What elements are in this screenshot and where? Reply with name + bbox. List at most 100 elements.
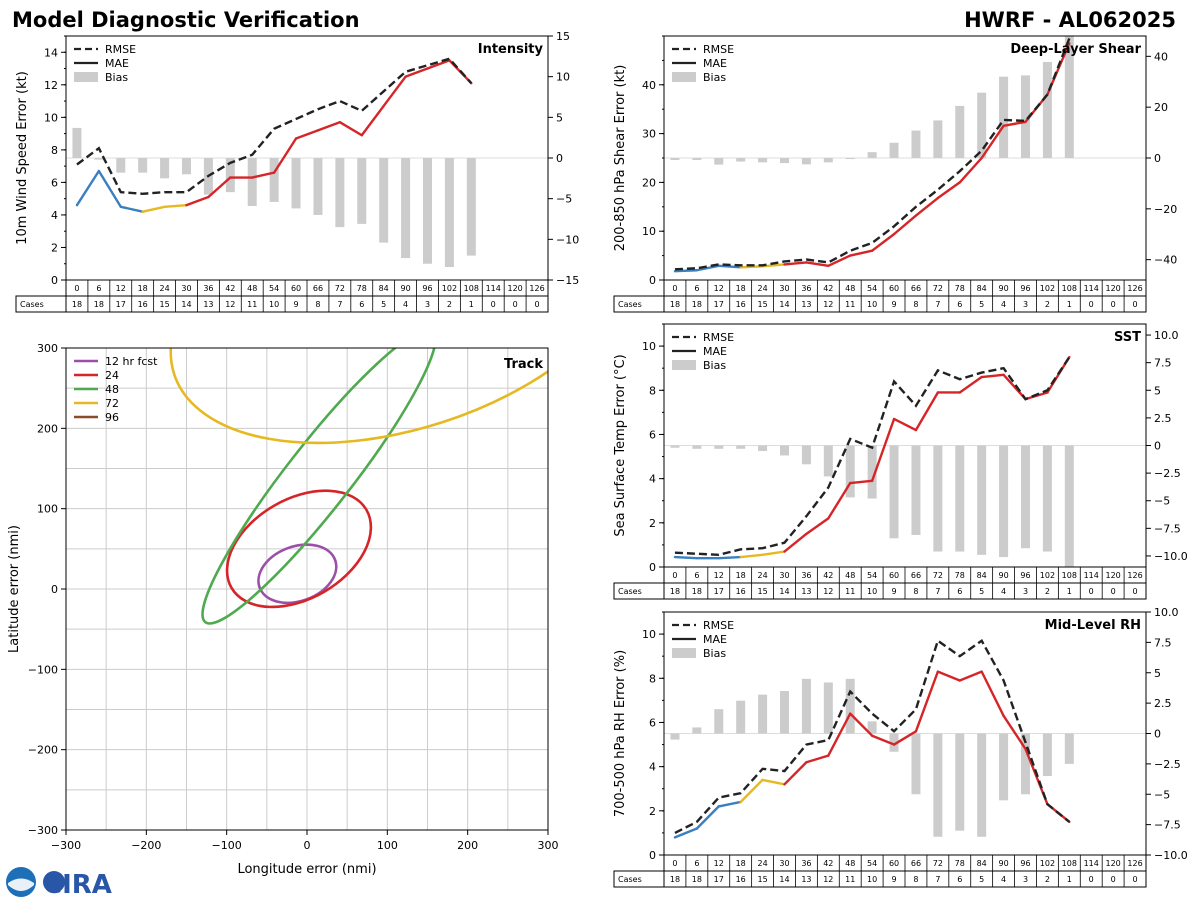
bias-bar [1042,733,1052,777]
legend-mae-label: MAE [703,345,727,358]
bias-bar [823,682,833,734]
mae-line-segment [805,261,830,268]
y2-tick-label: −2.5 [1154,758,1181,771]
legend-bias-swatch [672,72,696,82]
logo-area: CIRA [5,866,117,900]
mae-line-segment [827,712,852,757]
noaa-wave-icon [8,878,34,891]
mae-line-segment [892,730,918,746]
x-tick-label: 200 [457,839,478,852]
leadtime-cell: 42 [225,284,235,293]
cases-cell: 4 [1001,875,1006,884]
cases-cell: 9 [891,587,896,596]
legend-track-label-3: 72 [105,397,119,410]
chart-title: Mid-Level RH [1045,618,1141,633]
bias-bar [670,445,680,448]
legend-bias-swatch [74,72,98,82]
mae-line-segment [739,778,764,804]
bias-bar [94,158,104,160]
cases-cell: 16 [736,300,746,309]
mae-line-segment [360,104,385,137]
cases-cell: 18 [670,300,680,309]
x-tick-label: 100 [377,839,398,852]
leadtime-cell: 24 [159,284,169,293]
cases-cell: 18 [72,300,82,309]
y-tick-label: 2 [649,805,656,818]
figure-title: Model Diagnostic Verification [12,8,360,32]
cases-cell: 11 [845,875,855,884]
y2-tick-label: −5 [556,193,572,206]
cases-cell: 17 [714,300,724,309]
y-tick-label: 30 [642,128,656,141]
mae-line-segment [695,805,720,830]
y2-tick-label: 5 [556,111,563,124]
cases-cell: 0 [1132,300,1137,309]
cases-cell: 17 [116,300,126,309]
cases-cell: 13 [801,587,811,596]
bias-bar [911,445,921,535]
bias-bar [291,158,301,209]
cases-cell: 9 [891,300,896,309]
cases-cell: 10 [269,300,279,309]
mae-line-segment [980,373,1005,379]
mae-line-segment [805,517,830,536]
bias-bar [977,92,987,158]
cases-cell: 8 [315,300,320,309]
legend-bias-label: Bias [703,647,726,660]
bias-bar [357,158,367,224]
cases-cell: 9 [293,300,298,309]
y2-tick-label: −15 [556,274,579,287]
y2-tick-label: 7.5 [1154,636,1172,649]
leadtime-cell: 54 [867,571,877,580]
leadtime-cell: 120 [1105,284,1120,293]
leadtime-cell: 126 [1127,284,1142,293]
cases-cell: 4 [1001,587,1006,596]
cases-row [613,582,1147,600]
mae-line-segment [272,137,298,174]
track-ellipse-0 [257,543,338,605]
cases-cell: 18 [692,587,702,596]
y-tick-label: −100 [28,663,58,676]
leadtime-cell: 90 [400,284,410,293]
legend-track-label-1: 24 [105,369,119,382]
mae-line-segment [761,263,786,268]
chart-title: SST [1114,330,1141,345]
bias-bar [801,445,811,465]
bias-bar [423,158,432,264]
mae-line-segment [783,761,808,786]
mae-line-segment [294,129,320,140]
leadtime-cell: 66 [911,284,921,293]
bias-bar [182,158,191,175]
bias-bar [780,158,789,164]
cases-cell: 14 [779,875,789,884]
cases-cell: 0 [1111,875,1116,884]
cases-cell: 6 [957,300,962,309]
track-ellipse-3 [169,348,548,445]
y2-tick-label: −7.5 [1154,522,1181,535]
y-tick-label: 4 [51,209,58,222]
legend-rmse-label: RMSE [703,619,734,632]
mae-line-segment [761,550,786,557]
y2-tick-label: −2.5 [1154,467,1181,480]
leadtime-cell: 120 [1105,571,1120,580]
chart-rh: 0246810−10.0−7.5−5−2.502.557.510.0700-50… [613,606,1188,888]
bias-bar [867,721,877,734]
y-tick-label: 0 [51,583,58,596]
cases-cell: 3 [1023,300,1028,309]
leadtime-cell: 36 [801,571,811,580]
bias-bar [714,445,724,449]
leadtime-cell: 72 [335,284,345,293]
mae-line-segment [163,203,188,209]
leadtime-cell: 42 [823,571,833,580]
cases-cell: 2 [1045,300,1050,309]
bias-bar [736,445,746,449]
leadtime-cell: 96 [1020,284,1030,293]
bias-bar [466,158,476,256]
leadtime-cell: 12 [714,571,724,580]
bias-bar [801,158,811,165]
leadtime-cell: 120 [1105,859,1120,868]
y2-tick-label: 20 [1154,101,1168,114]
y-tick-label: 10 [642,225,656,238]
bias-bar [977,445,987,555]
